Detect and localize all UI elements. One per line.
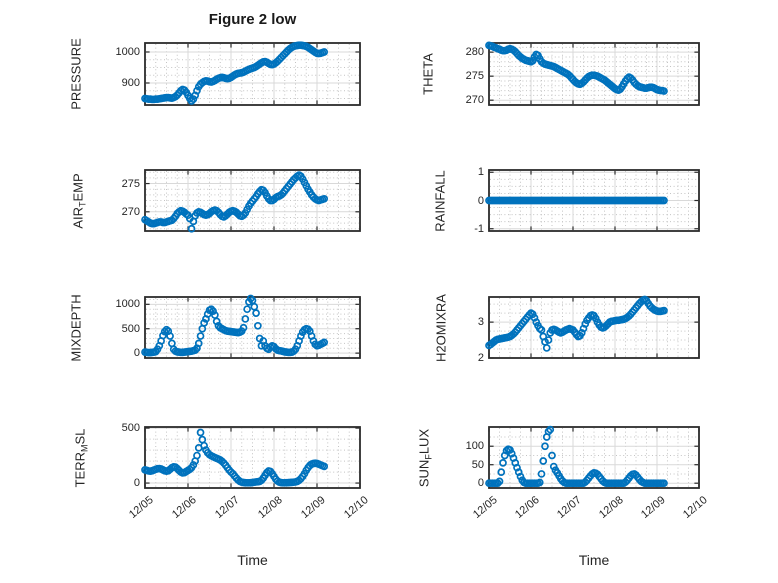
ytick-label: 1000 [115, 298, 140, 311]
ytick-label: 270 [121, 205, 140, 218]
ylabel-subscript: M [79, 444, 90, 452]
ytick-label: 0 [133, 347, 140, 360]
xaxis-title-left: Time [237, 552, 268, 568]
subplot-h2omixra [485, 295, 700, 359]
ytick-label: 0 [133, 477, 140, 490]
ytick-label: 2 [477, 352, 484, 364]
ytick-label: 0 [477, 477, 484, 490]
series-markers-terr-msl [141, 428, 329, 487]
xaxis-title-right: Time [578, 552, 610, 568]
axes-box [144, 169, 361, 232]
ylabel-terr-msl: TERRMSL [72, 428, 90, 487]
subplot-terr-msl [141, 426, 361, 489]
subplot-rainfall [485, 169, 700, 232]
ylabel-mixdepth: MIXDEPTH [69, 294, 84, 361]
ytick-label: 50 [471, 458, 484, 471]
axes-box [488, 426, 700, 489]
axes-box [488, 296, 700, 359]
figure-title: Figure 2 low [208, 11, 297, 28]
ytick-label: 100 [465, 440, 484, 453]
subplot-sun-flux [485, 425, 700, 489]
axes-box [144, 42, 361, 106]
ylabel-text: AIR [70, 206, 86, 229]
ylabel-text: LUX [416, 428, 432, 454]
ylabel-text: SUN [416, 459, 432, 487]
subplot-air-temp [141, 169, 361, 233]
grid [488, 297, 700, 359]
ylabel-subscript: F [423, 453, 434, 460]
ylabel-rainfall: RAINFALL [433, 170, 448, 231]
ytick-label: 275 [465, 70, 484, 83]
ytick-label: 0 [477, 194, 484, 207]
axes-ticks [488, 297, 700, 359]
subplot-mixdepth [141, 294, 361, 359]
ytick-label: 3 [477, 316, 484, 329]
ylabel-text: SL [72, 428, 88, 445]
ylabel-text: MIXDEPTH [68, 293, 84, 362]
axes-box [144, 426, 361, 489]
ylabel-h2omixra: H2OMIXRA [434, 294, 449, 362]
ytick-label: 900 [121, 76, 140, 89]
ylabel-text: RAINFALL [432, 169, 448, 232]
ytick-label: 500 [121, 322, 140, 335]
series-markers-theta [485, 41, 668, 95]
ytick-label: -1 [474, 222, 484, 235]
ylabel-theta: THETA [421, 53, 436, 95]
ytick-label: 1000 [115, 45, 140, 58]
ylabel-text: THETA [420, 53, 436, 95]
ylabel-air-temp: AIRTEMP [70, 172, 88, 229]
series-markers-air-temp [141, 171, 329, 233]
ylabel-sun-flux: SUNFLUX [416, 428, 434, 487]
series-markers-h2omixra [485, 295, 668, 352]
series-markers-sun-flux [485, 425, 668, 488]
ytick-label: 270 [465, 94, 484, 107]
ytick-label: 275 [121, 177, 140, 190]
ytick-label: 280 [465, 46, 484, 59]
series-markers-mixdepth [141, 294, 329, 357]
ylabel-pressure: PRESSURE [69, 38, 84, 110]
axes-ticks [144, 427, 361, 488]
ylabel-text: H2OMIXRA [433, 293, 449, 362]
series-markers-rainfall [485, 196, 668, 205]
axes-box [488, 42, 700, 106]
ylabel-text: EMP [70, 172, 86, 201]
ylabel-subscript: T [77, 201, 88, 207]
axes-ticks [144, 170, 361, 231]
ytick-label: 500 [121, 422, 140, 435]
series-markers-pressure [141, 41, 329, 105]
subplot-theta [485, 41, 700, 106]
ylabel-text: TERR [72, 451, 88, 487]
subplot-pressure [141, 41, 361, 106]
ylabel-text: PRESSURE [68, 38, 84, 110]
ytick-label: 1 [477, 166, 484, 179]
